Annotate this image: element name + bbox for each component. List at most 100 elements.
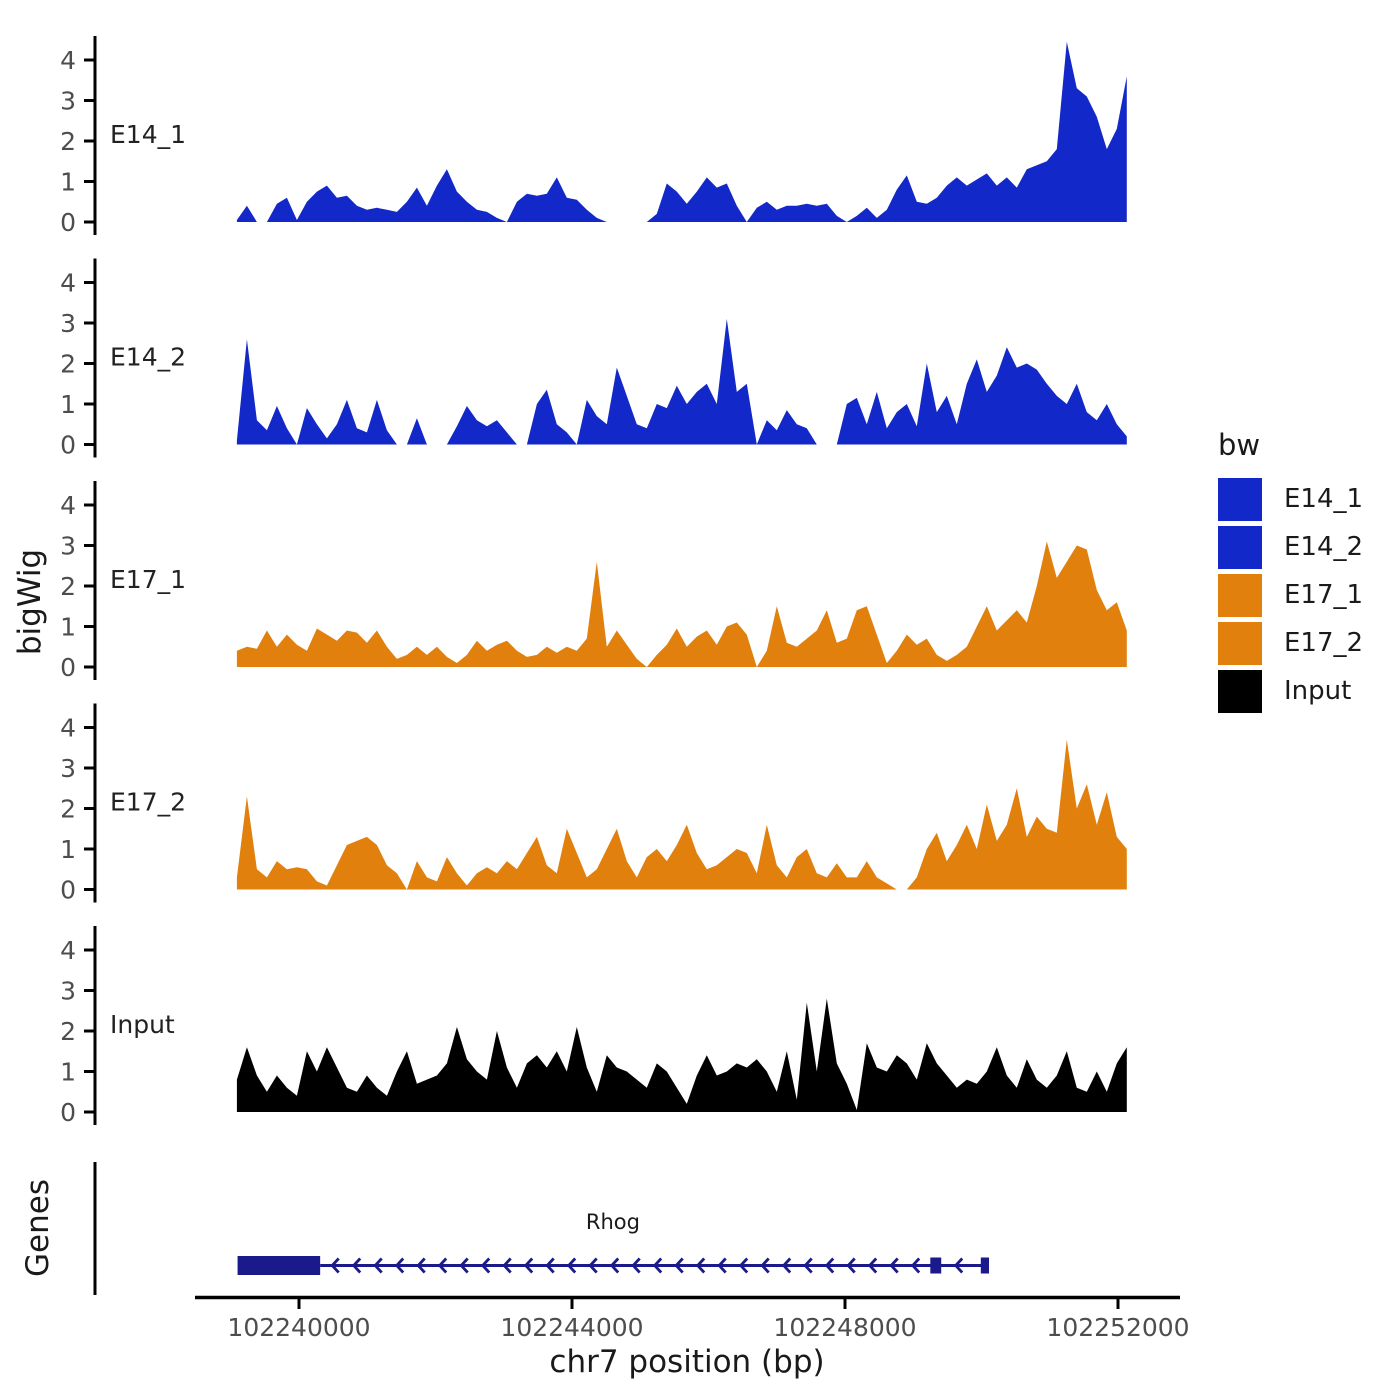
legend-item: Input xyxy=(1218,670,1363,713)
track-panel-E17_2: 0 1 2 3 4 E17_2 xyxy=(60,703,1127,905)
x-tick-label: 102240000 xyxy=(227,1313,370,1342)
gene-strand-arrow xyxy=(373,1257,383,1274)
gene-strand-arrow xyxy=(824,1257,835,1274)
track-area-E14_1 xyxy=(236,41,1127,222)
y-tick-label: 0 xyxy=(60,1098,76,1127)
y-tick-label: 1 xyxy=(60,390,76,419)
track-panel-E14_1: 0 1 2 3 4 E14_1 xyxy=(60,36,1127,237)
y-tick-label: 1 xyxy=(60,613,76,642)
gene-strand-arrow xyxy=(717,1257,727,1274)
y-tick-label: 1 xyxy=(60,1058,76,1087)
gene-exon xyxy=(237,1256,321,1275)
y-tick-label: 0 xyxy=(60,653,76,682)
gene-strand-arrow xyxy=(330,1257,340,1274)
y-tick-label: 4 xyxy=(60,269,76,298)
gene-strand-arrow xyxy=(652,1257,663,1274)
gene-strand-arrow xyxy=(588,1257,598,1274)
legend-swatch xyxy=(1218,526,1262,569)
legend-label: E14_1 xyxy=(1284,484,1364,514)
gene-strand-arrow xyxy=(459,1257,469,1274)
legend-item: E14_1 xyxy=(1218,478,1363,521)
gene-strand-arrow xyxy=(738,1257,749,1274)
y-tick-label: 3 xyxy=(60,87,76,116)
y-tick-label: 3 xyxy=(60,754,76,783)
gene-strand-arrow xyxy=(545,1257,555,1274)
gene-strand-arrow xyxy=(437,1257,448,1274)
gene-strand-arrow xyxy=(803,1257,813,1274)
y-tick-label: 1 xyxy=(60,835,76,864)
gene-label: Rhog xyxy=(586,1210,640,1234)
legend-label: E17_1 xyxy=(1284,580,1364,610)
track-area-E17_2 xyxy=(236,739,1127,890)
legend-item: E14_2 xyxy=(1218,526,1363,569)
gene-strand-arrow xyxy=(566,1257,577,1274)
x-tick-label: 102252000 xyxy=(1046,1313,1189,1342)
legend-swatch xyxy=(1218,574,1262,617)
track-panel-E14_2: 0 1 2 3 4 E14_2 xyxy=(60,258,1127,460)
legend-label: E17_2 xyxy=(1284,628,1364,658)
gene-strand-arrow xyxy=(394,1257,405,1274)
track-area-E17_1 xyxy=(236,541,1127,667)
y-tick-label: 2 xyxy=(60,795,76,824)
gene-strand-arrow xyxy=(416,1257,426,1274)
legend-swatch xyxy=(1218,478,1262,521)
gene-strand-arrow xyxy=(889,1257,899,1274)
genes-panel: Rhog xyxy=(93,1162,990,1295)
track-label: E17_2 xyxy=(110,788,186,817)
track-label: E17_1 xyxy=(110,565,186,594)
track-panel-E17_1: 0 1 2 3 4 E17_1 xyxy=(60,481,1127,682)
gene-strand-arrow xyxy=(502,1257,512,1274)
legend: bw E14_1 E14_2 E17_1 E17_2 Input xyxy=(1218,428,1363,718)
y-tick-label: 0 xyxy=(60,876,76,905)
track-area-E14_2 xyxy=(236,318,1127,445)
gene-exon xyxy=(930,1257,942,1274)
x-tick-label: 102248000 xyxy=(773,1313,916,1342)
track-panel-Input: 0 1 2 3 4 Input xyxy=(60,926,1127,1127)
gene-strand-arrow xyxy=(609,1257,620,1274)
gene-strand-arrow xyxy=(846,1257,856,1274)
y-tick-label: 0 xyxy=(60,431,76,460)
y-tick-label: 4 xyxy=(60,936,76,965)
bigwig-axis-title: bigWig xyxy=(12,548,48,656)
gene-strand-arrow xyxy=(631,1257,641,1274)
y-tick-label: 3 xyxy=(60,532,76,561)
track-label: E14_1 xyxy=(110,120,186,149)
gene-strand-arrow xyxy=(867,1257,878,1274)
x-tick-label: 102244000 xyxy=(500,1313,643,1342)
legend-title: bw xyxy=(1218,428,1261,462)
track-label: E14_2 xyxy=(110,343,186,372)
gene-strand-arrow xyxy=(760,1257,770,1274)
gene-exon xyxy=(980,1257,990,1274)
gene-strand-arrow xyxy=(480,1257,491,1274)
legend-label: Input xyxy=(1284,676,1352,706)
legend-label: E14_2 xyxy=(1284,532,1364,562)
x-axis: 102240000 102244000 102248000 102252000 xyxy=(195,1295,1190,1342)
legend-item: E17_1 xyxy=(1218,574,1363,617)
y-tick-label: 2 xyxy=(60,572,76,601)
legend-item: E17_2 xyxy=(1218,622,1363,665)
gene-strand-arrow xyxy=(523,1257,534,1274)
y-tick-label: 0 xyxy=(60,208,76,237)
y-tick-label: 2 xyxy=(60,350,76,379)
legend-swatch xyxy=(1218,670,1262,713)
gene-strand-arrow xyxy=(695,1257,706,1274)
track-label: Input xyxy=(110,1010,175,1039)
gene-strand-arrow xyxy=(781,1257,792,1274)
legend-swatch xyxy=(1218,622,1262,665)
y-tick-label: 2 xyxy=(60,127,76,156)
gene-strand-arrow xyxy=(351,1257,362,1274)
y-tick-label: 3 xyxy=(60,309,76,338)
x-axis-title: chr7 position (bp) xyxy=(549,1344,825,1380)
legend-items: E14_1 E14_2 E17_1 E17_2 Input xyxy=(1218,478,1363,713)
genes-axis-title: Genes xyxy=(20,1179,56,1277)
y-tick-label: 3 xyxy=(60,977,76,1006)
y-tick-label: 2 xyxy=(60,1017,76,1046)
gene-strand-arrow xyxy=(953,1257,964,1274)
y-tick-label: 1 xyxy=(60,168,76,197)
y-tick-label: 4 xyxy=(60,46,76,75)
y-tick-label: 4 xyxy=(60,491,76,520)
y-tick-label: 4 xyxy=(60,714,76,743)
track-area-Input xyxy=(236,998,1127,1112)
